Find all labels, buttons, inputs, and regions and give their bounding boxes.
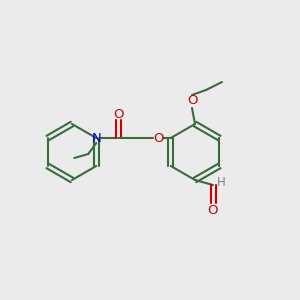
Text: N: N — [92, 131, 101, 145]
Text: O: O — [153, 131, 164, 145]
Text: O: O — [187, 94, 197, 106]
Text: O: O — [113, 107, 124, 121]
Text: H: H — [217, 176, 225, 188]
Text: O: O — [208, 205, 218, 218]
